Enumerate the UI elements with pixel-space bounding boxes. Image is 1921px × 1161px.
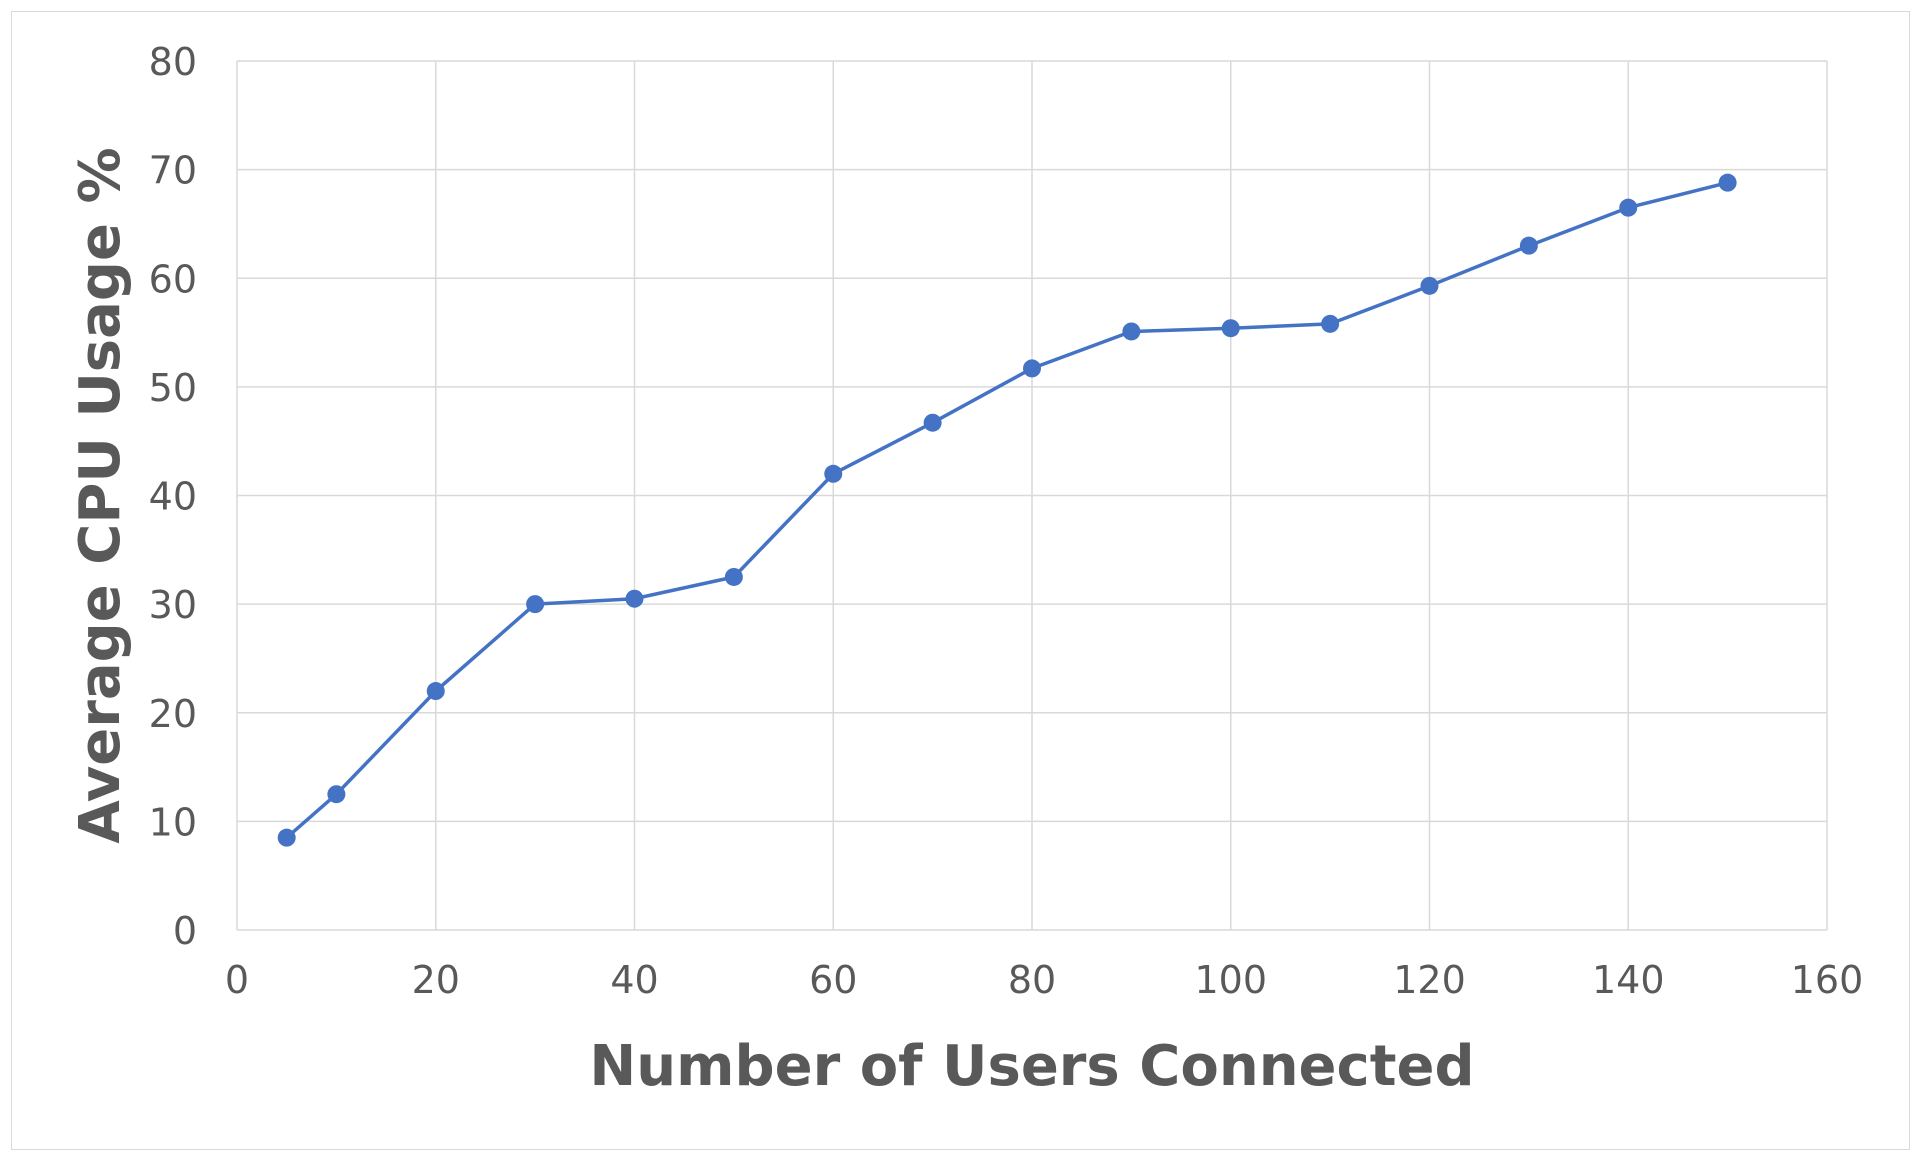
- data-point-1: [327, 785, 346, 804]
- x-tick-label-1: 20: [412, 958, 460, 1002]
- data-point-15: [1718, 173, 1737, 192]
- x-tick-label-4: 80: [1008, 958, 1056, 1002]
- y-tick-label-6: 60: [149, 257, 197, 301]
- y-tick-label-0: 0: [173, 909, 197, 953]
- data-point-0: [277, 828, 296, 847]
- data-point-5: [724, 567, 743, 586]
- x-tick-label-6: 120: [1393, 958, 1466, 1002]
- x-axis-title: Number of Users Connected: [589, 1034, 1474, 1099]
- x-tick-label-5: 100: [1194, 958, 1267, 1002]
- x-tick-label-8: 160: [1791, 958, 1864, 1002]
- data-point-11: [1321, 314, 1340, 333]
- series-layer: [277, 173, 1737, 847]
- x-tick-label-7: 140: [1592, 958, 1665, 1002]
- data-point-2: [426, 682, 445, 701]
- data-point-6: [824, 464, 843, 483]
- y-tick-label-8: 80: [149, 40, 197, 84]
- data-point-3: [526, 595, 545, 614]
- grid-layer: [236, 60, 1828, 931]
- series-line-0: [285, 181, 1729, 840]
- data-point-4: [625, 589, 644, 608]
- x-tick-label-2: 40: [610, 958, 658, 1002]
- data-point-13: [1519, 236, 1538, 255]
- chart-frame: [11, 11, 1910, 1150]
- data-point-9: [1122, 322, 1141, 341]
- tick-labels: 0 20 40 60 80 100 120 140 160 0 10 20 30 40 50 60 70 80: [149, 40, 1864, 1002]
- y-tick-label-4: 40: [149, 475, 197, 519]
- y-tick-label-7: 70: [149, 149, 197, 193]
- y-tick-label-5: 50: [149, 366, 197, 410]
- data-point-8: [1023, 359, 1041, 378]
- data-point-14: [1619, 198, 1638, 217]
- data-point-10: [1221, 319, 1240, 338]
- data-point-12: [1420, 276, 1439, 295]
- y-tick-label-1: 10: [149, 800, 197, 844]
- x-tick-label-0: 0: [225, 958, 249, 1002]
- data-point-7: [923, 413, 942, 432]
- y-tick-label-3: 30: [149, 583, 197, 627]
- y-axis-title: Average CPU Usage %: [68, 147, 133, 843]
- y-tick-label-2: 20: [149, 692, 197, 736]
- x-tick-label-3: 60: [809, 958, 857, 1002]
